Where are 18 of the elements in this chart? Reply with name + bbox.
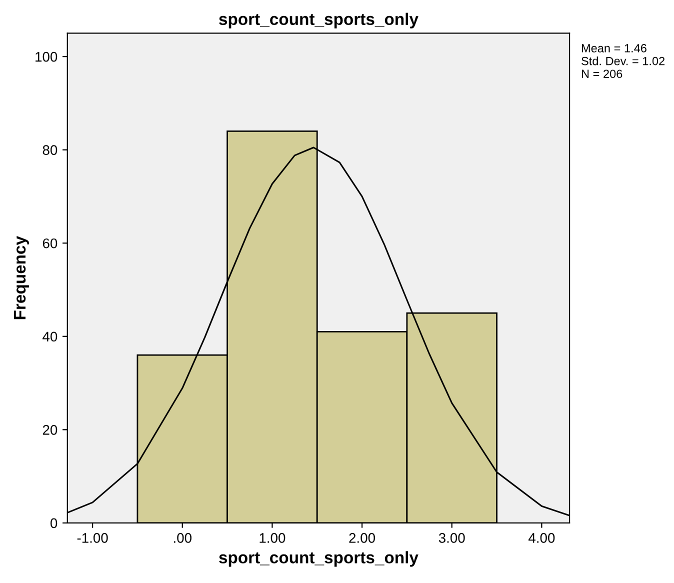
y-tick-label: 80	[42, 145, 58, 155]
x-tick-label: 2.00	[349, 533, 376, 543]
x-tick-label: 1.00	[260, 533, 286, 543]
y-tick-label: 20	[42, 425, 58, 435]
x-axis-title: sport_count_sports_only	[219, 551, 418, 567]
x-tick-label: 3.00	[438, 533, 465, 543]
x-tick-label: -1.00	[77, 533, 108, 543]
text: Std. Dev. = 1.02	[582, 56, 665, 66]
text: Mean = 1.46	[582, 44, 646, 52]
y-axis-title: Frequency	[14, 236, 29, 320]
x-tick-label: 4.00	[528, 533, 555, 543]
y-tick-label: 100	[36, 52, 58, 62]
x-tick-label: .00	[174, 533, 192, 543]
y-tick-label: 60	[42, 238, 58, 248]
y-tick-label: 0	[50, 518, 58, 528]
y-tick-label: 40	[42, 332, 58, 342]
text: N = 206	[582, 70, 622, 78]
chart-title: sport_count_sports_only	[219, 12, 418, 28]
